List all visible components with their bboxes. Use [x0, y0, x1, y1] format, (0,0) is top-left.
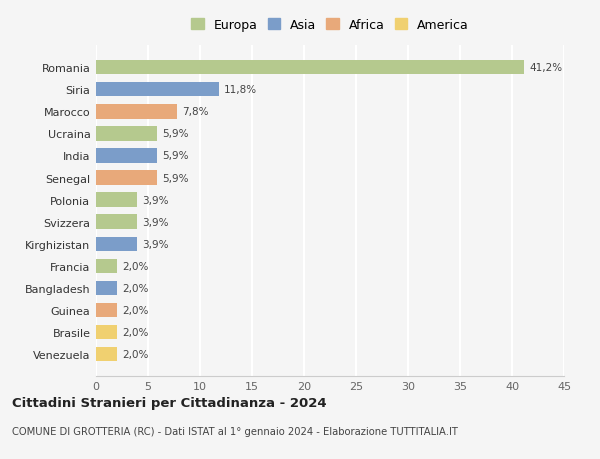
Text: 2,0%: 2,0%	[122, 349, 148, 359]
Bar	[96, 347, 117, 361]
Bar	[96, 83, 219, 97]
Text: 3,9%: 3,9%	[142, 239, 168, 249]
Text: 2,0%: 2,0%	[122, 283, 148, 293]
Bar	[96, 127, 157, 141]
Text: Cittadini Stranieri per Cittadinanza - 2024: Cittadini Stranieri per Cittadinanza - 2…	[12, 396, 326, 409]
Bar	[96, 259, 117, 273]
Text: 7,8%: 7,8%	[182, 107, 209, 117]
Text: 5,9%: 5,9%	[163, 173, 189, 183]
Bar	[96, 105, 177, 119]
Bar	[96, 325, 117, 339]
Bar	[96, 171, 157, 185]
Bar	[96, 193, 137, 207]
Bar	[96, 149, 157, 163]
Text: 11,8%: 11,8%	[224, 85, 257, 95]
Text: 5,9%: 5,9%	[163, 129, 189, 139]
Text: 3,9%: 3,9%	[142, 217, 168, 227]
Text: 5,9%: 5,9%	[163, 151, 189, 161]
Text: 2,0%: 2,0%	[122, 327, 148, 337]
Legend: Europa, Asia, Africa, America: Europa, Asia, Africa, America	[191, 19, 469, 32]
Text: COMUNE DI GROTTERIA (RC) - Dati ISTAT al 1° gennaio 2024 - Elaborazione TUTTITAL: COMUNE DI GROTTERIA (RC) - Dati ISTAT al…	[12, 426, 458, 436]
Bar	[96, 215, 137, 230]
Bar	[96, 61, 524, 75]
Bar	[96, 281, 117, 295]
Bar	[96, 303, 117, 317]
Text: 41,2%: 41,2%	[530, 63, 563, 73]
Bar	[96, 237, 137, 252]
Text: 2,0%: 2,0%	[122, 305, 148, 315]
Text: 3,9%: 3,9%	[142, 195, 168, 205]
Text: 2,0%: 2,0%	[122, 261, 148, 271]
